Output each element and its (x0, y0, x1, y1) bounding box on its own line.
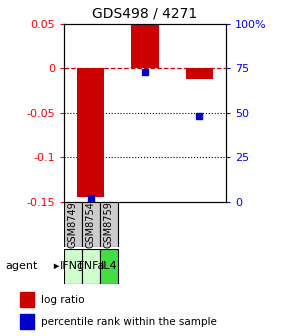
Title: GDS498 / 4271: GDS498 / 4271 (93, 7, 197, 21)
Text: IL4: IL4 (101, 261, 117, 271)
Bar (100, 249, 118, 284)
Bar (77, 68, 104, 197)
Text: GSM8754: GSM8754 (86, 201, 96, 248)
Text: percentile rank within the sample: percentile rank within the sample (41, 317, 216, 327)
Bar (20, 314, 34, 329)
Bar (20, 292, 34, 307)
Bar (100, 202, 118, 247)
Text: TNFa: TNFa (77, 261, 105, 271)
Bar (82, 249, 100, 284)
Bar (64, 249, 82, 284)
Text: GSM8749: GSM8749 (68, 201, 78, 248)
Text: agent: agent (6, 261, 38, 271)
Bar (131, 25, 159, 68)
Text: log ratio: log ratio (41, 295, 84, 305)
Bar (82, 202, 100, 247)
Bar (64, 202, 82, 247)
Text: GSM8759: GSM8759 (104, 201, 114, 248)
Text: IFNg: IFNg (60, 261, 85, 271)
Bar (186, 68, 213, 79)
